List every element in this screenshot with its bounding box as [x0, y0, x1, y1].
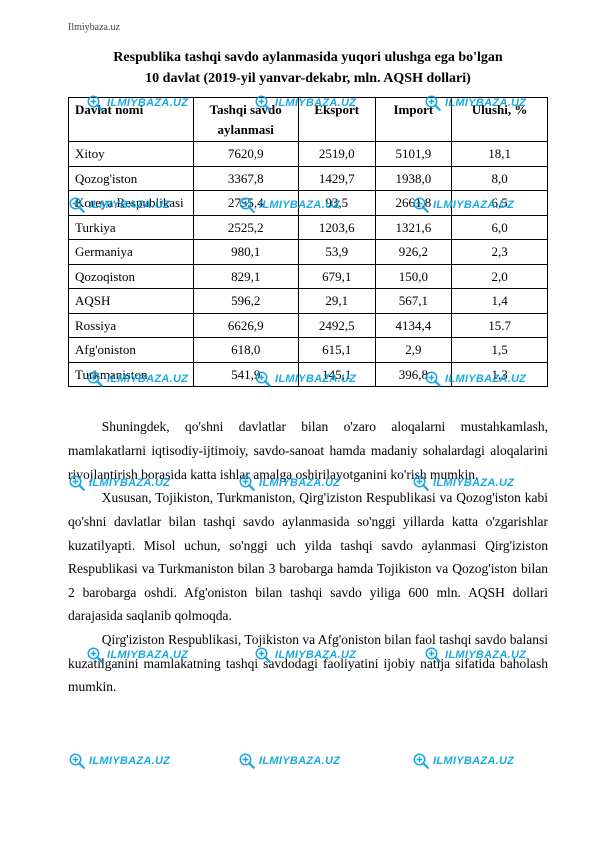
cell-import: 2,9 — [375, 338, 452, 363]
cell-export: 2492,5 — [298, 313, 375, 338]
paragraph: Xususan, Tojikiston, Turkmaniston, Qirg'… — [68, 486, 548, 628]
cell-turnover: 596,2 — [193, 289, 298, 314]
cell-country: Germaniya — [69, 240, 194, 265]
cell-import: 1938,0 — [375, 166, 452, 191]
body-text: Shuningdek, qo'shni davlatlar bilan o'za… — [68, 415, 548, 699]
watermark-text: ILMIYBAZA.UZ — [259, 755, 340, 767]
cell-export: 29,1 — [298, 289, 375, 314]
cell-share: 15.7 — [452, 313, 548, 338]
title-line-1: Respublika tashqi savdo aylanmasida yuqo… — [68, 47, 548, 69]
cell-turnover: 2525,2 — [193, 215, 298, 240]
cell-export: 1429,7 — [298, 166, 375, 191]
cell-import: 396,8 — [375, 362, 452, 387]
site-label: Ilmiybaza.uz — [68, 22, 548, 33]
cell-turnover: 618,0 — [193, 338, 298, 363]
cell-export: 679,1 — [298, 264, 375, 289]
cell-share: 6,0 — [452, 215, 548, 240]
title-line-2: 10 davlat (2019-yil yanvar-dekabr, mln. … — [68, 71, 548, 87]
watermark-text: ILMIYBAZA.UZ — [433, 755, 514, 767]
cell-country: Rossiya — [69, 313, 194, 338]
cell-import: 5101,9 — [375, 142, 452, 167]
magnifier-icon — [412, 752, 430, 770]
cell-turnover: 541,9 — [193, 362, 298, 387]
cell-country: Afg'oniston — [69, 338, 194, 363]
table-row: Xitoy 7620,9 2519,0 5101,9 18,1 — [69, 142, 548, 167]
cell-import: 2661,8 — [375, 191, 452, 216]
cell-turnover: 980,1 — [193, 240, 298, 265]
paragraph: Qirg'iziston Respublikasi, Tojikiston va… — [68, 628, 548, 699]
cell-export: 2519,0 — [298, 142, 375, 167]
table-row: Qozog'iston 3367,8 1429,7 1938,0 8,0 — [69, 166, 548, 191]
cell-turnover: 829,1 — [193, 264, 298, 289]
table-body: Xitoy 7620,9 2519,0 5101,9 18,1 Qozog'is… — [69, 142, 548, 387]
th-country: Davlat nomi — [69, 98, 194, 142]
cell-export: 145,1 — [298, 362, 375, 387]
cell-share: 1,4 — [452, 289, 548, 314]
cell-country: Turkiya — [69, 215, 194, 240]
th-turnover: Tashqi savdo aylanmasi — [193, 98, 298, 142]
cell-country: Qozoqiston — [69, 264, 194, 289]
cell-country: Qozog'iston — [69, 166, 194, 191]
cell-import: 150,0 — [375, 264, 452, 289]
watermark: ILMIYBAZA.UZ — [68, 752, 170, 770]
magnifier-icon — [238, 752, 256, 770]
table-row: Koreya Respublikasi 2755,4 93,5 2661,8 6… — [69, 191, 548, 216]
cell-export: 615,1 — [298, 338, 375, 363]
magnifier-icon — [68, 752, 86, 770]
cell-import: 567,1 — [375, 289, 452, 314]
table-row: Turkiya 2525,2 1203,6 1321,6 6,0 — [69, 215, 548, 240]
cell-share: 8,0 — [452, 166, 548, 191]
cell-share: 6,5 — [452, 191, 548, 216]
cell-turnover: 3367,8 — [193, 166, 298, 191]
cell-turnover: 6626,9 — [193, 313, 298, 338]
cell-export: 93,5 — [298, 191, 375, 216]
table-row: Rossiya 6626,9 2492,5 4134,4 15.7 — [69, 313, 548, 338]
cell-share: 18,1 — [452, 142, 548, 167]
th-share: Ulushi, % — [452, 98, 548, 142]
table-row: AQSH 596,2 29,1 567,1 1,4 — [69, 289, 548, 314]
watermark: ILMIYBAZA.UZ — [412, 752, 514, 770]
page: Ilmiybaza.uz Respublika tashqi savdo ayl… — [0, 0, 596, 842]
cell-country: Turkmaniston — [69, 362, 194, 387]
watermark-text: ILMIYBAZA.UZ — [89, 755, 170, 767]
cell-country: Koreya Respublikasi — [69, 191, 194, 216]
cell-import: 926,2 — [375, 240, 452, 265]
table-row: Germaniya 980,1 53,9 926,2 2,3 — [69, 240, 548, 265]
trade-table: Davlat nomi Tashqi savdo aylanmasi Ekspo… — [68, 97, 548, 387]
cell-import: 4134,4 — [375, 313, 452, 338]
cell-share: 1,5 — [452, 338, 548, 363]
paragraph: Shuningdek, qo'shni davlatlar bilan o'za… — [68, 415, 548, 486]
cell-turnover: 7620,9 — [193, 142, 298, 167]
cell-country: AQSH — [69, 289, 194, 314]
cell-export: 53,9 — [298, 240, 375, 265]
cell-turnover: 2755,4 — [193, 191, 298, 216]
cell-export: 1203,6 — [298, 215, 375, 240]
table-header-row: Davlat nomi Tashqi savdo aylanmasi Ekspo… — [69, 98, 548, 142]
cell-share: 2,3 — [452, 240, 548, 265]
th-export: Eksport — [298, 98, 375, 142]
watermark: ILMIYBAZA.UZ — [238, 752, 340, 770]
cell-country: Xitoy — [69, 142, 194, 167]
cell-import: 1321,6 — [375, 215, 452, 240]
table-row: Afg'oniston 618,0 615,1 2,9 1,5 — [69, 338, 548, 363]
cell-share: 2,0 — [452, 264, 548, 289]
cell-share: 1,3 — [452, 362, 548, 387]
table-row: Turkmaniston 541,9 145,1 396,8 1,3 — [69, 362, 548, 387]
th-import: Import — [375, 98, 452, 142]
table-row: Qozoqiston 829,1 679,1 150,0 2,0 — [69, 264, 548, 289]
